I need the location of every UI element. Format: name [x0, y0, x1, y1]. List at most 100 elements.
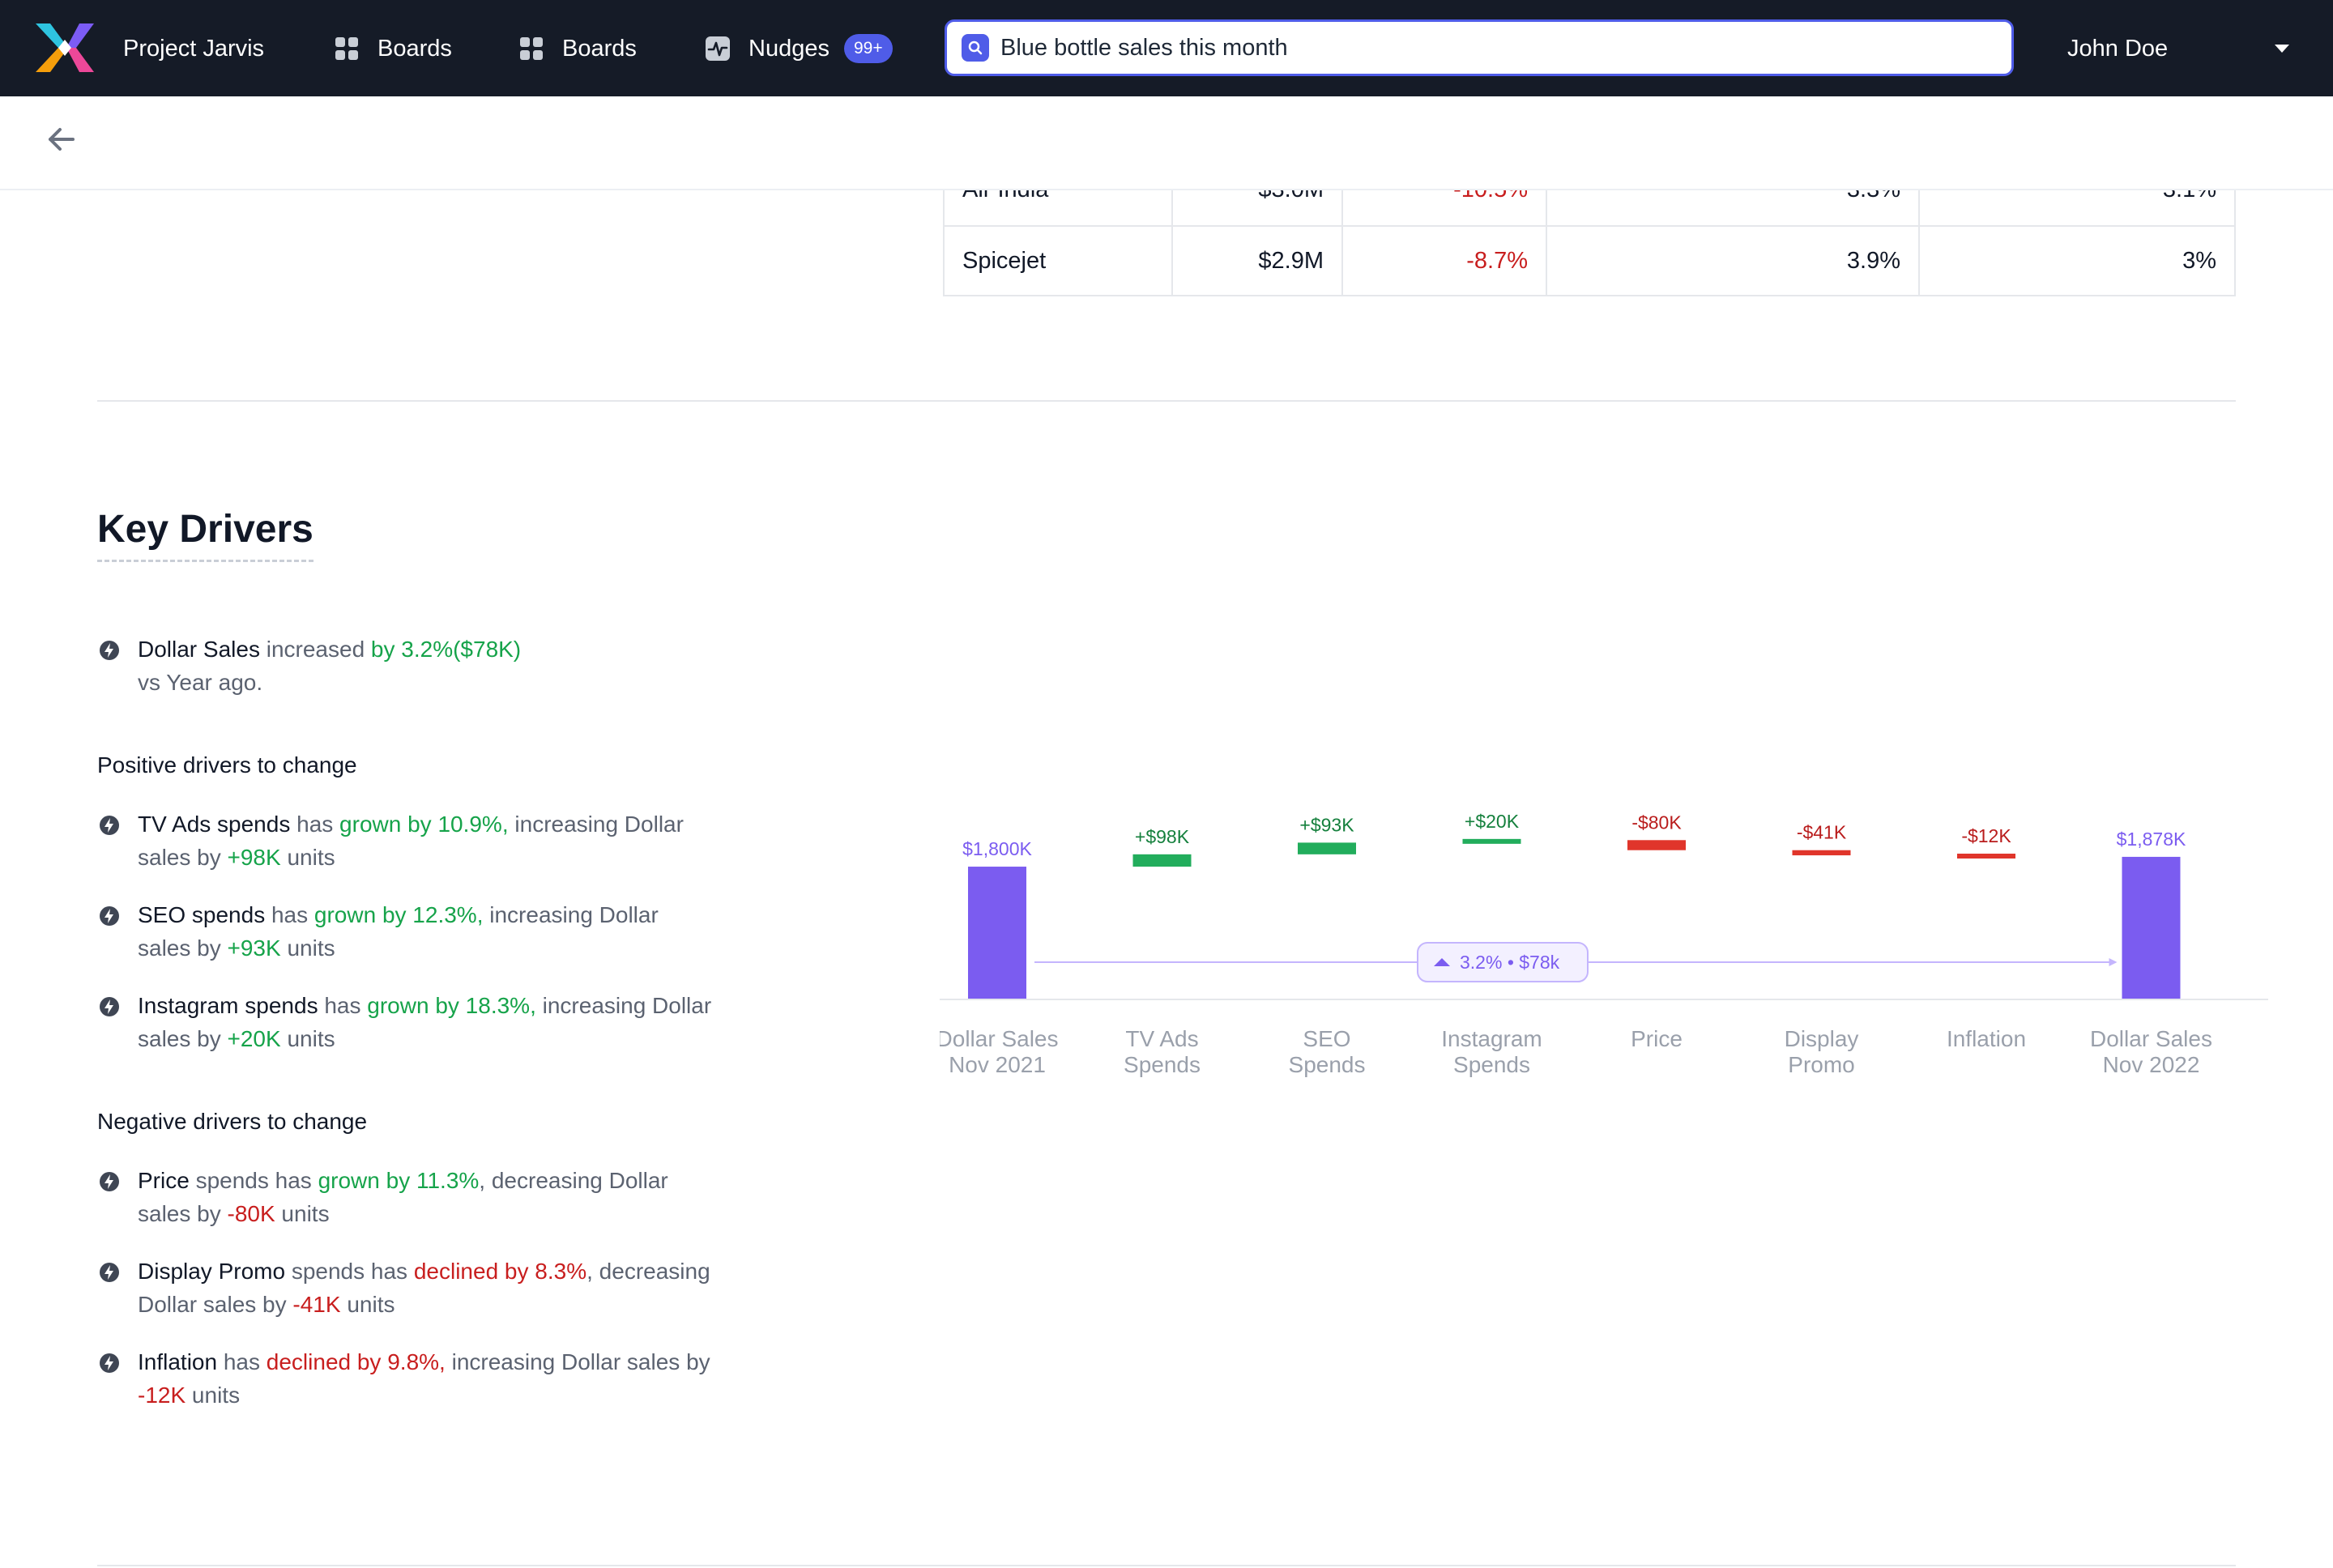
- category-label: Spends: [1124, 1052, 1201, 1077]
- grid-icon: [520, 37, 543, 60]
- triangle-up-icon: [1434, 958, 1450, 966]
- category-label: Spends: [1289, 1052, 1366, 1077]
- category-label: Instagram: [1441, 1026, 1542, 1051]
- driver-name: Instagram spends: [138, 993, 318, 1018]
- driver-text: units: [280, 845, 335, 870]
- project-name-link[interactable]: Project Jarvis: [123, 28, 264, 70]
- lightning-bolt-icon: [100, 641, 119, 660]
- driver-text: has: [318, 993, 368, 1018]
- driver-name: Inflation: [138, 1349, 218, 1374]
- summary-driver: Dollar Sales increased by 3.2%($78K) vs Y…: [97, 633, 713, 699]
- category-label: Display: [1785, 1026, 1859, 1051]
- table-cell-share: 3.9%: [1547, 225, 1920, 295]
- driver-text: units: [275, 1201, 330, 1226]
- category-label: Spends: [1453, 1052, 1530, 1077]
- driver-item: TV Ads spends has grown by 10.9%, increa…: [97, 807, 713, 874]
- category-label: Promo: [1788, 1052, 1854, 1077]
- top-navigation-bar: Project Jarvis Boards Boards Nudges 99+: [0, 0, 2333, 96]
- driver-text: , decreasing Dollar sales by: [138, 1168, 668, 1226]
- category-label: Nov 2021: [949, 1052, 1046, 1077]
- waterfall-bar: [1627, 840, 1686, 850]
- driver-text: has: [217, 1349, 267, 1374]
- lightning-bolt-icon: [100, 816, 119, 835]
- user-menu[interactable]: John Doe: [2067, 28, 2168, 70]
- negative-drivers-heading: Negative drivers to change: [97, 1109, 368, 1134]
- driver-trend: declined by 8.3%: [413, 1259, 587, 1284]
- nav-boards-2[interactable]: Boards: [518, 28, 637, 70]
- driver-text: has: [265, 902, 314, 927]
- chevron-down-icon[interactable]: [2273, 40, 2291, 57]
- search-bar[interactable]: [945, 19, 2014, 76]
- lightning-bolt-icon: [100, 906, 119, 926]
- driver-amount: +98K: [227, 845, 281, 870]
- table-cell-share-prev: 3%: [2182, 247, 2216, 274]
- driver-trend: grown by 18.3%,: [367, 993, 536, 1018]
- driver-amount: -41K: [292, 1292, 341, 1317]
- driver-text: units: [186, 1383, 241, 1408]
- driver-trend: grown by 12.3%,: [313, 902, 484, 927]
- search-input[interactable]: [999, 33, 2011, 62]
- driver-item: Instagram spends has grown by 18.3%, inc…: [97, 989, 713, 1055]
- app-logo-icon[interactable]: [36, 23, 94, 72]
- driver-text: increasing Dollar sales by: [138, 993, 712, 1051]
- nav-boards-label: Boards: [562, 35, 637, 62]
- project-name: Project Jarvis: [123, 35, 265, 62]
- bar-data-label: +$93K: [1299, 814, 1354, 835]
- driver-item: Price spends has grown by 11.3%, decreas…: [97, 1164, 713, 1230]
- driver-text: increasing Dollar sales by: [138, 812, 684, 870]
- bar-data-label: +$20K: [1465, 811, 1520, 832]
- waterfall-bar: [1462, 838, 1521, 844]
- waterfall-bar: [2122, 856, 2181, 999]
- table-cell-value: $2.9M: [1173, 225, 1343, 295]
- change-pill-label: 3.2% • $78k: [1460, 952, 1560, 973]
- summary-change: by 3.2%($78K): [370, 637, 522, 662]
- nav-boards-label: Boards: [377, 35, 452, 62]
- nav-nudges-label: Nudges: [749, 35, 830, 62]
- driver-item: Inflation has declined by 9.8%, increasi…: [97, 1345, 713, 1412]
- driver-item: Display Promo spends has declined by 8.3…: [97, 1255, 713, 1321]
- lightning-bolt-icon: [100, 997, 119, 1016]
- category-label: Price: [1631, 1026, 1683, 1051]
- nav-nudges[interactable]: Nudges 99+: [705, 28, 893, 70]
- waterfall-bar: [1298, 842, 1356, 854]
- category-label: Dollar Sales: [940, 1026, 1058, 1051]
- bar-data-label: $1,878K: [2117, 829, 2186, 850]
- driver-item: SEO spends has grown by 12.3%, increasin…: [97, 898, 713, 965]
- bar-data-label: +$98K: [1135, 826, 1190, 847]
- table-row: Spicejet $2.9M -8.7% 3.9% 3%: [945, 225, 2234, 295]
- user-name: John Doe: [2067, 35, 2169, 62]
- driver-amount: +93K: [227, 935, 281, 961]
- driver-text: , decreasing Dollar sales by: [138, 1259, 710, 1317]
- change-arrow-head: [2109, 958, 2118, 966]
- driver-name: TV Ads spends: [138, 812, 291, 837]
- driver-text: increasing Dollar sales by: [445, 1349, 710, 1374]
- search-icon: [962, 34, 989, 62]
- section-divider: [97, 400, 2236, 402]
- nav-boards-1[interactable]: Boards: [334, 28, 452, 70]
- table-cell-change: -8.7%: [1343, 225, 1547, 295]
- waterfall-bar: [968, 867, 1026, 999]
- waterfall-bar: [1792, 850, 1851, 856]
- driver-name: SEO spends: [138, 902, 266, 927]
- driver-text: increasing Dollar sales by: [138, 902, 659, 961]
- driver-name: Display Promo: [138, 1259, 286, 1284]
- lightning-bolt-icon: [100, 1353, 119, 1373]
- nudges-count-badge: 99+: [843, 34, 893, 63]
- bar-data-label: $1,800K: [962, 838, 1032, 859]
- category-label: Nov 2022: [2103, 1052, 2200, 1077]
- summary-metric: Dollar Sales: [138, 637, 260, 662]
- bar-data-label: -$12K: [1961, 825, 2011, 846]
- grid-icon: [335, 37, 358, 60]
- change-pill: [1417, 942, 1589, 982]
- driver-trend: declined by 9.8%,: [266, 1349, 446, 1374]
- category-label: TV Ads: [1125, 1026, 1198, 1051]
- driver-text: units: [340, 1292, 395, 1317]
- summary-verb: increased: [259, 637, 371, 662]
- pulse-icon: [706, 36, 730, 61]
- positive-drivers-heading: Positive drivers to change: [97, 752, 357, 778]
- driver-name: Price: [138, 1168, 190, 1193]
- driver-amount: -80K: [227, 1201, 275, 1226]
- back-arrow-icon[interactable]: [45, 123, 78, 156]
- driver-trend: grown by 10.9%,: [339, 812, 509, 837]
